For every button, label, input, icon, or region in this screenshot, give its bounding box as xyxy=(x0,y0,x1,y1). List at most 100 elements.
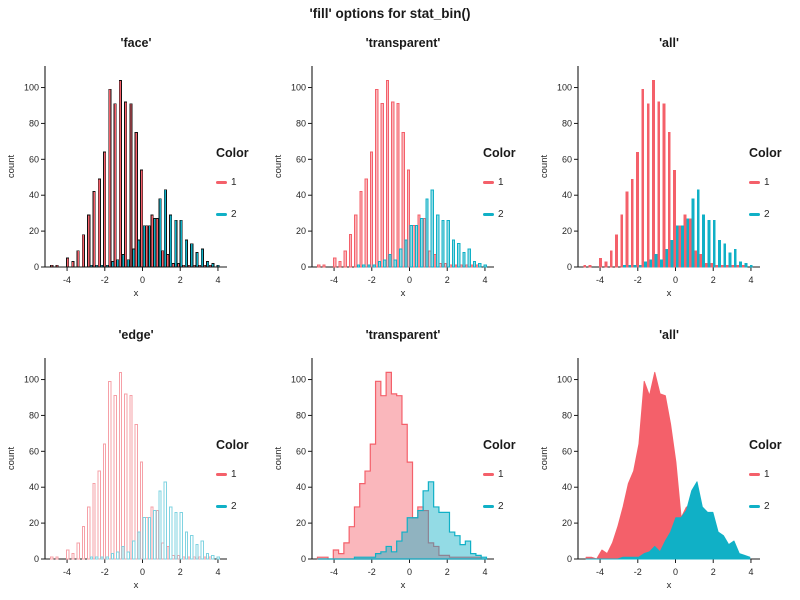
y-tick-label: 0 xyxy=(567,262,572,272)
panel-title: 'all' xyxy=(659,36,679,50)
stairs-series-1 xyxy=(316,371,487,560)
bar xyxy=(50,264,54,268)
bar xyxy=(443,262,448,268)
bar xyxy=(433,253,437,268)
legend-label: 2 xyxy=(231,209,237,220)
bar xyxy=(113,395,117,560)
panel-title: 'transparent' xyxy=(365,328,441,342)
bar xyxy=(354,214,358,268)
y-axis-label: count xyxy=(539,155,550,179)
bar xyxy=(206,261,210,268)
bar xyxy=(659,259,663,268)
bars-series-2 xyxy=(356,189,487,268)
bar xyxy=(720,264,724,268)
bar xyxy=(105,556,109,560)
bar xyxy=(208,264,212,268)
bar xyxy=(396,103,400,268)
legend-swatch-teal xyxy=(216,212,227,217)
bar xyxy=(338,261,342,268)
bar xyxy=(163,481,167,560)
bar xyxy=(147,517,152,560)
y-tick-label: 20 xyxy=(562,226,572,236)
bar xyxy=(662,103,666,268)
legend-swatch-red xyxy=(483,180,494,185)
legend: Color 1 2 xyxy=(483,438,533,512)
y-tick-label: 80 xyxy=(562,118,572,128)
x-tick-label: 4 xyxy=(482,567,487,577)
bar xyxy=(55,556,59,560)
bar xyxy=(155,218,159,268)
legend-item-1: 1 xyxy=(483,469,533,480)
y-tick-label: 100 xyxy=(24,375,39,385)
x-tick-label: 0 xyxy=(407,567,412,577)
bar xyxy=(599,257,603,268)
bar xyxy=(385,79,390,268)
bar xyxy=(76,542,80,560)
legend: Color 1 2 xyxy=(483,146,533,220)
legend-swatch-teal xyxy=(749,212,760,217)
bar xyxy=(81,526,86,560)
x-tick-label: -4 xyxy=(330,567,338,577)
y-axis: 0 20 40 60 80 100 xyxy=(291,375,312,564)
bar xyxy=(198,264,202,268)
stairs-series-2 xyxy=(317,481,488,560)
bar xyxy=(89,264,93,268)
x-axis: -4 -2 0 2 4 xyxy=(330,559,487,577)
bar xyxy=(92,191,96,268)
x-axis: -4 -2 0 2 4 xyxy=(330,267,487,285)
bars-series-1 xyxy=(50,79,212,268)
y-tick-label: 60 xyxy=(562,446,572,456)
bar xyxy=(158,198,162,268)
x-axis: -4 -2 0 2 4 xyxy=(596,267,753,285)
legend-label: 2 xyxy=(498,209,504,220)
y-tick-label: 40 xyxy=(29,482,39,492)
bar xyxy=(166,545,170,560)
bar xyxy=(588,264,592,268)
x-tick-label: 4 xyxy=(748,567,753,577)
x-axis: -4 -2 0 2 4 xyxy=(596,559,753,577)
bar xyxy=(132,248,136,268)
bar xyxy=(425,198,429,268)
bar xyxy=(76,250,80,268)
bar xyxy=(633,264,637,268)
bar xyxy=(71,261,75,268)
bar xyxy=(728,252,732,268)
axes-lines xyxy=(44,358,227,560)
legend-label: 1 xyxy=(498,469,504,480)
bar xyxy=(691,198,695,268)
x-tick-label: 2 xyxy=(711,567,716,577)
bar xyxy=(163,189,167,268)
legend-title: Color xyxy=(216,438,249,452)
y-tick-label: 60 xyxy=(29,154,39,164)
bar xyxy=(673,169,676,268)
legend-label: 2 xyxy=(764,501,770,512)
x-tick-label: -2 xyxy=(634,567,642,577)
bar xyxy=(182,556,186,560)
bar xyxy=(380,103,384,268)
bar xyxy=(454,264,458,268)
bar xyxy=(150,506,154,560)
bar xyxy=(428,250,432,268)
bar xyxy=(145,517,149,560)
y-tick-label: 60 xyxy=(296,154,306,164)
x-tick-label: -4 xyxy=(596,275,604,285)
x-tick-label: 2 xyxy=(178,567,183,577)
bar xyxy=(110,553,115,560)
legend-item-2: 2 xyxy=(749,501,799,512)
bar xyxy=(583,264,587,268)
bar xyxy=(89,556,94,560)
bar xyxy=(97,178,101,268)
x-axis: -4 -2 0 2 4 xyxy=(63,267,220,285)
x-axis-label: x xyxy=(401,580,406,591)
bar xyxy=(158,490,162,560)
bar xyxy=(184,239,189,268)
x-tick-label: -4 xyxy=(63,275,71,285)
legend-label: 2 xyxy=(764,209,770,220)
bar xyxy=(377,261,382,268)
x-tick-label: -2 xyxy=(368,567,376,577)
legend-title: Color xyxy=(749,438,782,452)
bar xyxy=(438,262,442,268)
legend-label: 1 xyxy=(764,469,770,480)
y-tick-label: 100 xyxy=(24,83,39,93)
legend-title: Color xyxy=(216,146,249,160)
